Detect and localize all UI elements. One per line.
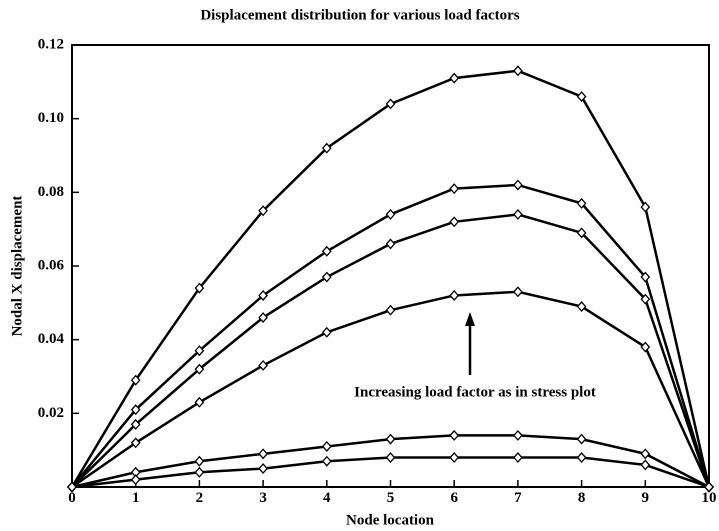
marker <box>513 452 523 464</box>
x-tick-label: 4 <box>323 490 331 506</box>
marker <box>321 142 332 154</box>
marker <box>449 452 460 464</box>
marker <box>67 481 77 493</box>
x-tick-label: 5 <box>387 490 395 506</box>
marker <box>321 441 332 452</box>
marker <box>640 459 651 471</box>
marker <box>640 271 651 283</box>
marker <box>513 179 523 191</box>
y-tick-label: 0.02 <box>38 405 64 421</box>
chart-title: Displacement distribution for various lo… <box>200 7 519 23</box>
annotation: Increasing load factor as in stress plot <box>354 384 596 400</box>
x-tick-label: 2 <box>196 490 204 506</box>
marker <box>576 452 587 464</box>
marker <box>130 404 141 416</box>
marker <box>385 208 396 220</box>
marker <box>576 197 587 209</box>
marker <box>130 418 141 430</box>
marker <box>640 448 651 460</box>
marker <box>449 72 460 84</box>
marker <box>385 452 396 464</box>
series-line <box>70 69 711 488</box>
marker <box>449 216 460 228</box>
x-axis-label: Node location <box>346 512 435 528</box>
marker <box>449 429 460 441</box>
marker <box>640 201 651 213</box>
y-tick-label: 0.04 <box>38 331 65 347</box>
x-tick-label: 1 <box>132 490 140 506</box>
marker <box>321 455 332 467</box>
marker <box>385 238 396 250</box>
marker <box>704 481 714 493</box>
marker <box>640 293 651 305</box>
marker <box>258 205 268 217</box>
marker <box>130 474 141 486</box>
marker <box>321 326 332 338</box>
marker <box>130 374 141 386</box>
marker <box>576 227 587 239</box>
marker <box>194 466 205 478</box>
marker <box>513 429 523 441</box>
annotation-arrowhead <box>465 312 475 326</box>
marker <box>576 301 587 312</box>
y-tick-label: 0.08 <box>38 184 64 200</box>
marker <box>194 282 205 294</box>
x-tick-label: 7 <box>514 490 522 506</box>
marker <box>258 448 268 460</box>
marker <box>513 208 523 220</box>
y-tick-label: 0.10 <box>38 110 64 126</box>
marker <box>258 312 268 324</box>
x-tick-label: 9 <box>642 490 650 506</box>
marker <box>258 463 268 475</box>
marker <box>449 289 460 301</box>
marker <box>321 245 332 257</box>
x-tick-label: 8 <box>578 490 586 506</box>
marker <box>321 271 332 283</box>
marker <box>385 304 396 316</box>
marker <box>513 286 523 298</box>
marker <box>513 65 523 77</box>
marker <box>258 359 268 371</box>
marker <box>194 363 205 375</box>
marker <box>194 396 205 408</box>
marker <box>258 289 268 301</box>
y-tick-label: 0.12 <box>38 36 64 52</box>
x-tick-label: 6 <box>450 490 458 506</box>
marker <box>449 183 460 195</box>
marker <box>385 98 396 110</box>
marker <box>576 433 587 445</box>
y-axis-label: Nodal X displacement <box>9 196 25 337</box>
marker <box>130 437 141 449</box>
x-tick-label: 10 <box>702 490 717 506</box>
y-tick-label: 0.06 <box>38 257 65 273</box>
marker <box>194 345 205 357</box>
marker <box>640 341 651 353</box>
x-tick-label: 0 <box>68 490 76 506</box>
marker <box>576 91 587 103</box>
marker <box>385 433 396 445</box>
x-tick-label: 3 <box>259 490 267 506</box>
marker <box>194 455 205 467</box>
